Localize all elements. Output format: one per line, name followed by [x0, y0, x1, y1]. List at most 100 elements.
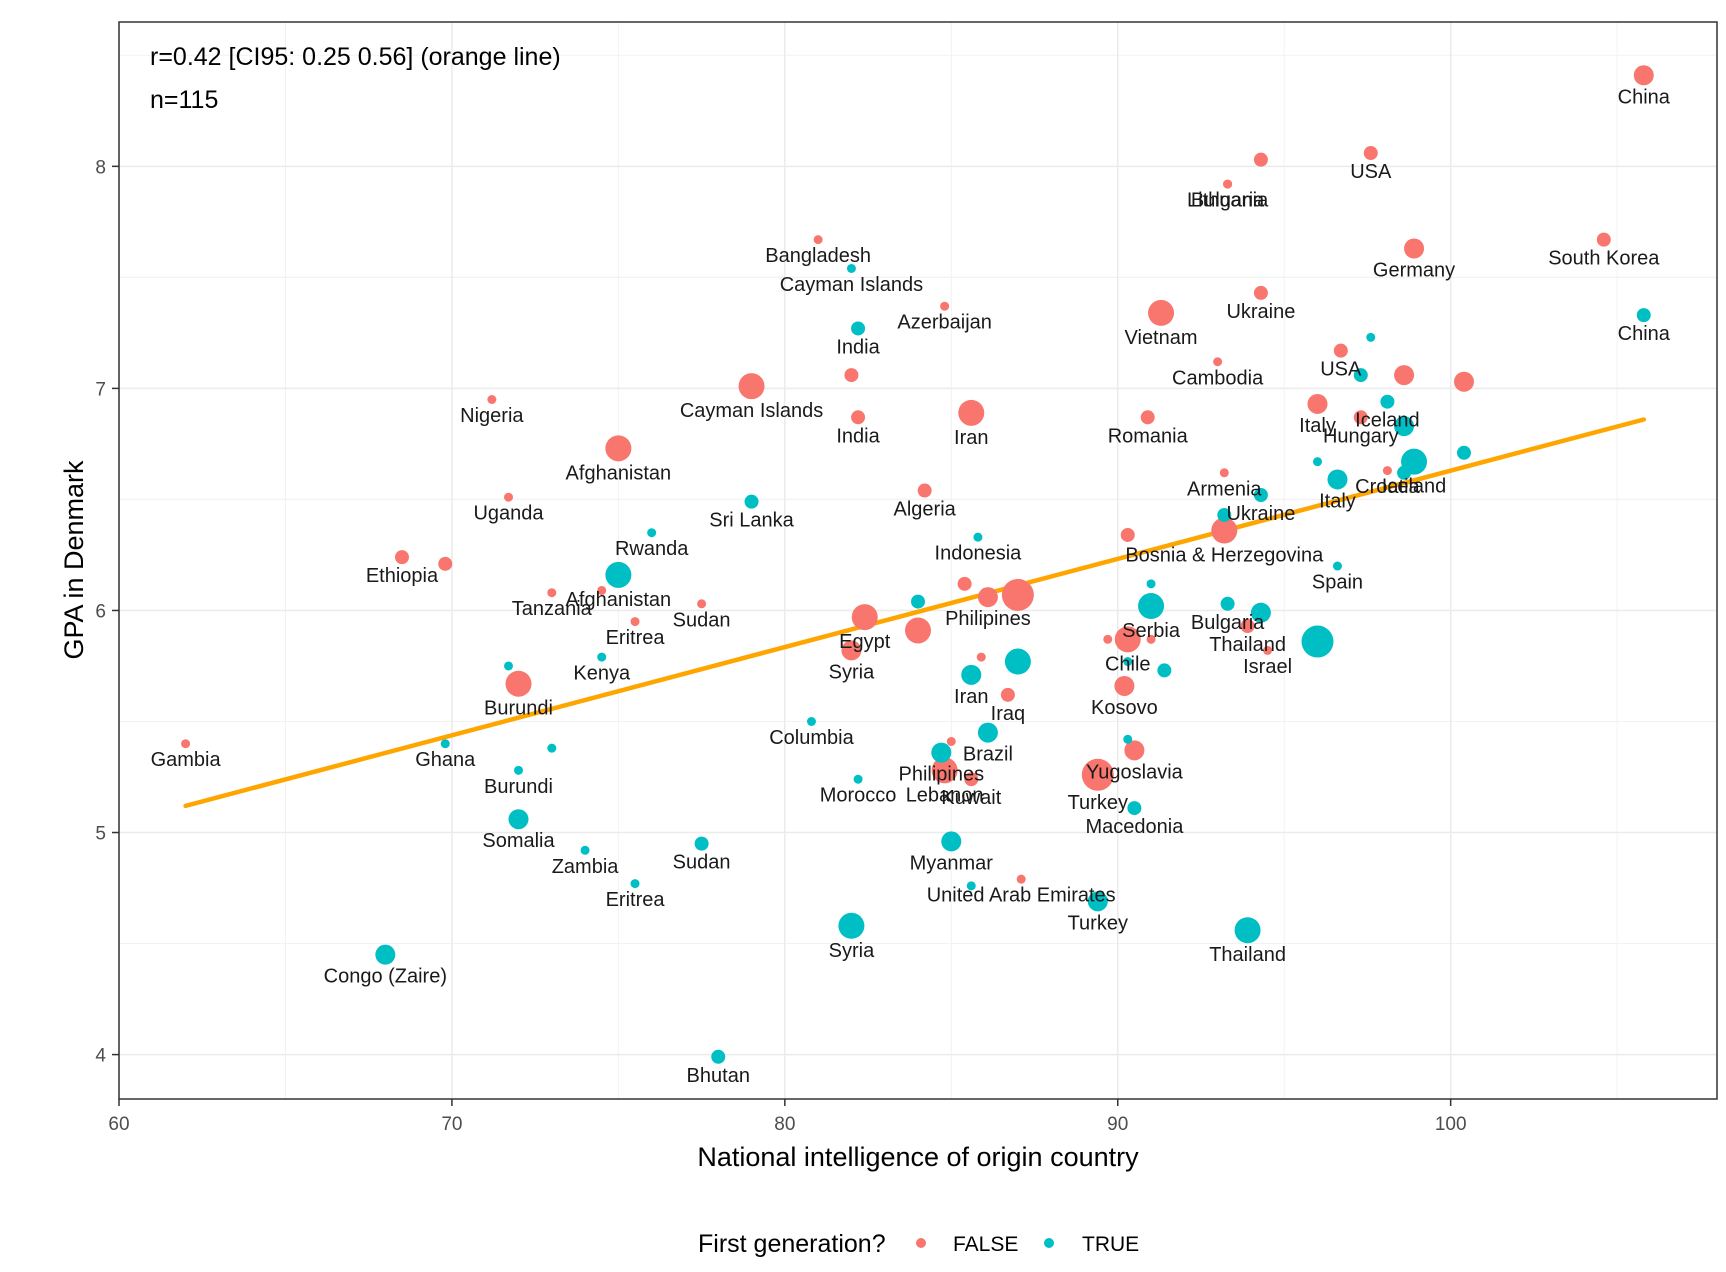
data-point	[1353, 410, 1368, 425]
data-point	[1103, 634, 1113, 644]
point-label: Zambia	[552, 856, 620, 878]
y-axis-title: GPA in Denmark	[59, 460, 89, 660]
data-point	[1394, 416, 1415, 437]
data-point	[1382, 466, 1392, 476]
point-label: Ukraine	[1226, 503, 1295, 525]
point-label: Bhutan	[687, 1065, 750, 1087]
data-point	[580, 845, 590, 855]
point-label: China	[1618, 323, 1671, 345]
data-point	[853, 774, 863, 784]
x-tick-label: 70	[441, 1114, 462, 1135]
point-label: Morocco	[820, 785, 897, 807]
legend-key-true	[1044, 1238, 1054, 1248]
legend-key-false	[916, 1238, 926, 1248]
data-point	[504, 661, 514, 671]
data-point	[744, 494, 759, 509]
data-point	[851, 321, 866, 336]
annotation-n: n=115	[150, 86, 218, 114]
data-point	[1217, 507, 1232, 522]
point-label: Kuwait	[941, 787, 1001, 809]
point-label: Iceland	[1355, 410, 1420, 432]
legend: First generation? FALSE TRUE	[698, 1230, 1139, 1258]
data-point	[504, 492, 514, 502]
data-point	[1394, 365, 1415, 386]
points-layer	[181, 65, 1654, 1064]
data-point	[1453, 371, 1474, 392]
data-point	[630, 879, 640, 889]
data-point	[966, 881, 976, 891]
point-label: Bulgaria	[1191, 190, 1265, 212]
data-point	[958, 399, 985, 426]
point-label: Burundi	[484, 698, 553, 720]
data-point	[1250, 602, 1271, 623]
data-point	[1223, 179, 1233, 189]
y-tick-label: 5	[95, 824, 106, 845]
data-point	[1240, 619, 1255, 634]
data-point	[1081, 758, 1114, 791]
data-point	[508, 809, 529, 830]
data-point	[711, 1049, 726, 1064]
data-point	[1313, 457, 1322, 467]
point-label: Rwanda	[615, 538, 689, 560]
data-point	[905, 617, 931, 644]
plot-background	[119, 22, 1717, 1099]
data-point	[181, 739, 191, 749]
data-point	[1016, 874, 1026, 884]
point-label: Bangladesh	[765, 245, 871, 267]
data-point	[605, 435, 632, 462]
point-label: Iraq	[991, 703, 1025, 725]
data-point	[1263, 645, 1273, 655]
data-point	[1211, 517, 1238, 544]
point-label: Iran	[954, 686, 988, 708]
data-point	[1633, 65, 1654, 86]
point-label: Turkey	[1068, 792, 1128, 814]
point-label: Italy	[1299, 415, 1336, 437]
data-point	[738, 373, 765, 400]
data-point	[1146, 634, 1156, 644]
data-point	[1380, 394, 1395, 409]
data-point	[1636, 308, 1651, 323]
point-label: Israel	[1243, 656, 1292, 678]
data-point	[1146, 579, 1156, 589]
data-point	[964, 772, 979, 787]
data-point	[1253, 487, 1268, 502]
y-tick-label: 8	[95, 157, 106, 178]
data-point	[547, 743, 557, 753]
point-label: Thailand	[1209, 634, 1286, 656]
data-point	[841, 640, 862, 661]
data-point	[976, 652, 986, 662]
data-point	[1140, 410, 1155, 425]
point-label: Macedonia	[1085, 816, 1184, 838]
data-point	[1220, 596, 1235, 611]
data-point	[961, 664, 982, 685]
point-label: Syria	[829, 940, 875, 962]
data-point	[630, 617, 640, 627]
annotation-correlation: r=0.42 [CI95: 0.25 0.56] (orange line)	[150, 43, 561, 71]
data-point	[1333, 343, 1348, 358]
data-point	[941, 831, 962, 852]
data-point	[394, 550, 409, 565]
data-point	[846, 263, 856, 273]
point-label: Bosnia & Herzegovina	[1125, 545, 1324, 567]
point-label: India	[836, 336, 880, 358]
point-label: Nigeria	[460, 405, 524, 427]
fit-line	[183, 417, 1647, 809]
point-label: United Arab Emirates	[927, 885, 1116, 907]
point-label: Indonesia	[935, 543, 1023, 565]
data-point	[1253, 152, 1268, 167]
legend-label-false: FALSE	[953, 1233, 1018, 1256]
point-label: Kosovo	[1091, 697, 1158, 719]
point-label: Columbia	[769, 727, 854, 749]
data-point	[375, 944, 396, 965]
point-label: Turkey	[1068, 912, 1128, 934]
point-label: Eritrea	[606, 889, 666, 911]
data-point	[1332, 561, 1342, 571]
data-point	[844, 368, 859, 383]
data-point	[1397, 465, 1412, 480]
point-label: Serbia	[1122, 620, 1181, 642]
point-label: Sri Lanka	[709, 510, 794, 532]
point-label: USA	[1350, 161, 1392, 183]
point-label: South Korea	[1548, 248, 1660, 270]
point-label: India	[836, 425, 880, 447]
point-label: Cayman Islands	[780, 274, 923, 296]
